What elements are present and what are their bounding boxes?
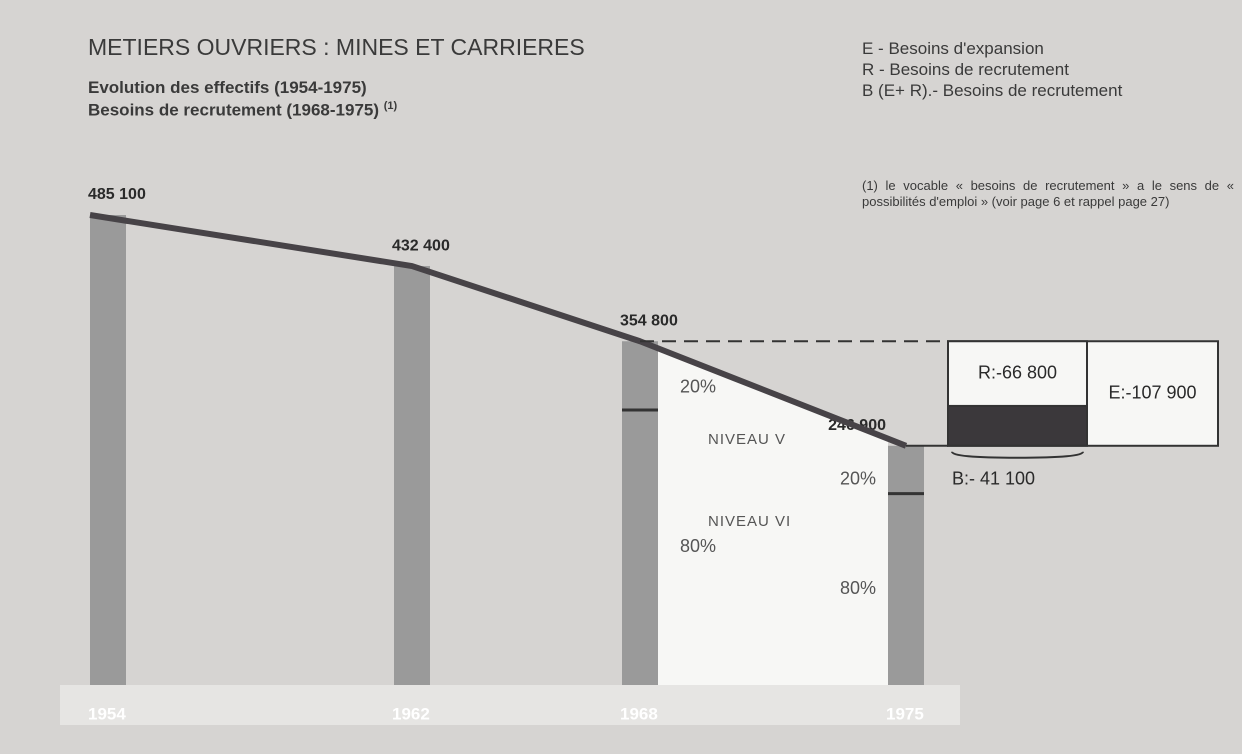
r-segment: [947, 340, 1088, 407]
x-tick-label: 1968: [620, 704, 658, 723]
legend-entry: B (E+ R).- Besoins de recrutement: [862, 81, 1123, 100]
bar: [394, 266, 430, 685]
legend-entry: R - Besoins de recrutement: [862, 60, 1069, 79]
level-name: NIVEAU V: [708, 431, 786, 448]
subtitle-note: (1): [383, 100, 398, 112]
chart-title: METIERS OUVRIERS : MINES ET CARRIERES: [88, 34, 585, 60]
r-label: R:-66 800: [978, 362, 1057, 382]
legend: E - Besoins d'expansion R - Besoins de r…: [862, 38, 1122, 101]
b-segment: [947, 404, 1088, 447]
trend-line: [89, 212, 908, 449]
share-label: 20%: [680, 376, 716, 396]
base-band: [60, 685, 960, 725]
subtitle-text: Besoins de recrutement (1968-1975): [88, 100, 380, 120]
share-label: 20%: [840, 468, 876, 488]
x-tick-label: 1975: [886, 704, 924, 723]
x-tick-label: 1962: [392, 704, 430, 723]
bar: [888, 445, 924, 685]
bar: [622, 341, 658, 685]
value-label: 485 100: [88, 186, 146, 203]
share-label: 80%: [840, 578, 876, 598]
e-label: E:-107 900: [1108, 382, 1196, 402]
white-zone: [658, 348, 888, 685]
legend-entry: E - Besoins d'expansion: [862, 39, 1044, 58]
value-label: 432 400: [392, 237, 450, 254]
b-label: B:- 41 100: [952, 469, 1035, 489]
share-label: 80%: [680, 536, 716, 556]
x-tick-label: 1954: [88, 704, 126, 723]
value-label: 354 800: [620, 312, 678, 329]
level-name: NIVEAU VI: [708, 513, 791, 530]
brace: [951, 451, 1084, 459]
bar: [90, 215, 126, 685]
footnote: (1) le vocable « besoins de recrutement …: [862, 178, 1234, 209]
subtitle: Evolution des effectifs (1954-1975): [88, 78, 367, 97]
subtitle: Besoins de recrutement (1968-1975) (1): [88, 100, 397, 121]
